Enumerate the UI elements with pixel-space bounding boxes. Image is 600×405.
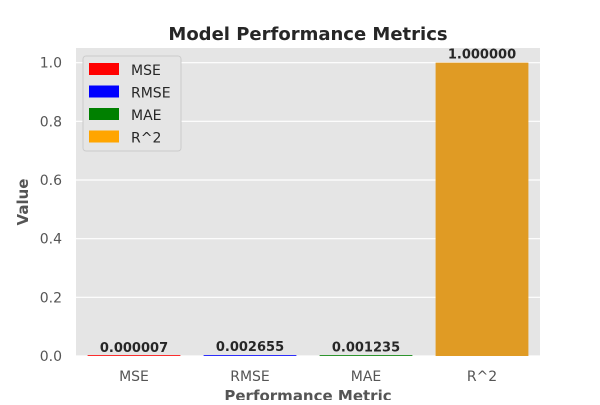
- bars: [87, 62, 529, 357]
- chart-title: Model Performance Metrics: [168, 24, 447, 45]
- y-tick-label: 0.6: [40, 173, 62, 189]
- legend-entry-label: MSE: [131, 63, 161, 79]
- legend-swatch: [89, 108, 119, 120]
- x-tick-label: RMSE: [230, 369, 270, 385]
- data-label: 0.000007: [100, 341, 168, 356]
- x-tick-label: R^2: [467, 369, 497, 385]
- bar-r2: [435, 62, 529, 357]
- bar-rmse: [203, 355, 297, 356]
- legend-swatch: [89, 63, 119, 75]
- bar-mae: [319, 355, 413, 356]
- bar-mse: [87, 355, 181, 356]
- x-axis-ticks: MSE RMSE MAE R^2: [119, 369, 497, 385]
- y-axis-ticks: 0.0 0.2 0.4 0.6 0.8 1.0: [40, 56, 62, 365]
- legend-entry-label: RMSE: [131, 86, 171, 102]
- data-labels: 0.000007 0.002655 0.001235 1.000000: [100, 48, 516, 356]
- y-tick-label: 0.4: [40, 232, 62, 248]
- legend-swatch: [89, 85, 119, 98]
- legend-swatch: [89, 130, 119, 143]
- legend: MSE RMSE MAE R^2: [82, 55, 182, 152]
- y-tick-label: 0.0: [40, 349, 62, 365]
- legend-entry-label: R^2: [131, 131, 161, 147]
- data-label: 0.002655: [216, 340, 284, 355]
- y-tick-label: 0.2: [40, 290, 62, 306]
- y-tick-label: 1.0: [40, 56, 62, 72]
- y-axis-label: Value: [14, 179, 32, 226]
- x-axis-label: Performance Metric: [224, 387, 391, 400]
- legend-frame: [82, 55, 182, 152]
- legend-entry-label: MAE: [131, 108, 162, 124]
- data-label: 1.000000: [448, 48, 516, 63]
- data-label: 0.001235: [332, 341, 400, 356]
- x-tick-label: MSE: [119, 369, 149, 385]
- y-tick-label: 0.8: [40, 114, 62, 130]
- x-tick-label: MAE: [351, 369, 382, 385]
